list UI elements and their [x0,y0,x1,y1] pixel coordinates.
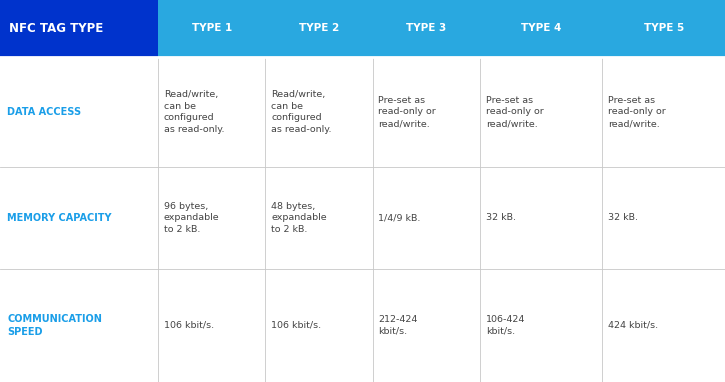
FancyBboxPatch shape [265,0,373,57]
FancyBboxPatch shape [602,57,725,167]
Text: 48 bytes,
expandable
to 2 kB.: 48 bytes, expandable to 2 kB. [271,202,327,234]
FancyBboxPatch shape [158,0,265,57]
Text: 1/4/9 kB.: 1/4/9 kB. [378,214,420,222]
FancyBboxPatch shape [480,167,602,269]
FancyBboxPatch shape [0,0,158,57]
FancyBboxPatch shape [373,269,480,382]
FancyBboxPatch shape [602,0,725,57]
Text: TYPE 1: TYPE 1 [191,23,232,33]
FancyBboxPatch shape [0,57,158,167]
Text: COMMUNICATION
SPEED: COMMUNICATION SPEED [7,314,102,337]
Text: DATA ACCESS: DATA ACCESS [7,107,81,117]
FancyBboxPatch shape [265,167,373,269]
FancyBboxPatch shape [158,57,265,167]
Text: 106 kbit/s.: 106 kbit/s. [271,321,321,330]
Text: TYPE 5: TYPE 5 [644,23,684,33]
FancyBboxPatch shape [158,167,265,269]
Text: Read/write,
can be
configured
as read-only.: Read/write, can be configured as read-on… [271,90,331,134]
Text: 424 kbit/s.: 424 kbit/s. [608,321,658,330]
Text: Pre-set as
read-only or
read/write.: Pre-set as read-only or read/write. [486,96,544,128]
FancyBboxPatch shape [0,269,158,382]
FancyBboxPatch shape [602,167,725,269]
FancyBboxPatch shape [480,57,602,167]
Text: TYPE 4: TYPE 4 [521,23,561,33]
FancyBboxPatch shape [480,0,602,57]
Text: Pre-set as
read-only or
read/write.: Pre-set as read-only or read/write. [608,96,666,128]
FancyBboxPatch shape [373,167,480,269]
Text: 32 kB.: 32 kB. [486,214,515,222]
FancyBboxPatch shape [373,57,480,167]
FancyBboxPatch shape [0,167,158,269]
FancyBboxPatch shape [265,269,373,382]
FancyBboxPatch shape [480,269,602,382]
FancyBboxPatch shape [158,269,265,382]
Text: 32 kB.: 32 kB. [608,214,638,222]
FancyBboxPatch shape [265,57,373,167]
Text: 106 kbit/s.: 106 kbit/s. [164,321,214,330]
Text: 212-424
kbit/s.: 212-424 kbit/s. [378,315,418,336]
Text: 96 bytes,
expandable
to 2 kB.: 96 bytes, expandable to 2 kB. [164,202,220,234]
FancyBboxPatch shape [602,269,725,382]
Text: TYPE 2: TYPE 2 [299,23,339,33]
Text: MEMORY CAPACITY: MEMORY CAPACITY [7,213,112,223]
Text: 106-424
kbit/s.: 106-424 kbit/s. [486,315,525,336]
Text: NFC TAG TYPE: NFC TAG TYPE [9,22,103,35]
Text: Pre-set as
read-only or
read/write.: Pre-set as read-only or read/write. [378,96,436,128]
Text: TYPE 3: TYPE 3 [406,23,447,33]
Text: Read/write,
can be
configured
as read-only.: Read/write, can be configured as read-on… [164,90,224,134]
FancyBboxPatch shape [373,0,480,57]
